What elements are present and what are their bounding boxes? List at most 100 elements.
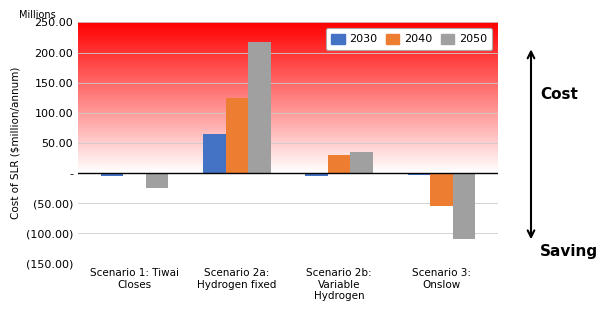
Bar <box>78 54 498 55</box>
Bar <box>78 164 498 165</box>
Bar <box>78 102 498 103</box>
Bar <box>78 68 498 69</box>
Bar <box>78 197 498 198</box>
Bar <box>78 151 498 152</box>
Bar <box>78 31 498 32</box>
Bar <box>78 148 498 149</box>
Bar <box>78 23 498 24</box>
Bar <box>78 185 498 186</box>
Bar <box>78 259 498 260</box>
Bar <box>430 173 453 206</box>
Bar <box>78 121 498 122</box>
Bar <box>78 123 498 124</box>
Bar <box>78 246 498 247</box>
Bar <box>78 85 498 86</box>
Bar <box>78 36 498 37</box>
Bar <box>78 161 498 162</box>
Bar <box>78 83 498 84</box>
Bar <box>78 198 498 199</box>
Legend: 2030, 2040, 2050: 2030, 2040, 2050 <box>326 28 493 50</box>
Bar <box>78 70 498 71</box>
Bar <box>78 181 498 182</box>
Bar <box>78 55 498 56</box>
Bar <box>78 149 498 150</box>
Bar <box>78 138 498 139</box>
Bar <box>78 258 498 259</box>
Bar <box>78 170 498 171</box>
Bar <box>78 88 498 89</box>
Bar <box>78 248 498 249</box>
Bar <box>78 82 498 83</box>
Bar <box>78 90 498 91</box>
Bar <box>78 41 498 42</box>
Bar <box>78 159 498 160</box>
Bar <box>78 92 498 93</box>
Bar <box>78 187 498 188</box>
Bar <box>78 76 498 77</box>
Bar <box>78 43 498 44</box>
Bar <box>78 78 498 79</box>
Bar <box>78 116 498 117</box>
Bar <box>78 226 498 227</box>
Bar <box>78 189 498 190</box>
Bar <box>78 100 498 101</box>
Bar <box>78 72 498 73</box>
Bar <box>78 217 498 218</box>
Bar <box>78 233 498 234</box>
Bar <box>78 67 498 68</box>
Bar <box>78 22 498 23</box>
Bar <box>78 228 498 229</box>
Bar <box>78 40 498 41</box>
Bar <box>78 128 498 129</box>
Bar <box>78 50 498 51</box>
Bar <box>78 137 498 138</box>
Bar <box>78 66 498 67</box>
Bar <box>78 111 498 112</box>
Bar <box>78 247 498 248</box>
Bar <box>78 108 498 109</box>
Bar <box>78 42 498 43</box>
Bar <box>78 225 498 226</box>
Bar <box>78 93 498 94</box>
Bar <box>78 52 498 53</box>
Bar <box>203 134 226 173</box>
Bar <box>78 112 498 113</box>
Bar <box>78 262 498 263</box>
Bar <box>78 184 498 185</box>
Bar <box>78 79 498 80</box>
Bar <box>226 98 248 173</box>
Bar <box>78 61 498 62</box>
Bar <box>328 155 350 173</box>
Bar <box>78 194 498 195</box>
Bar <box>78 239 498 240</box>
Bar <box>78 57 498 58</box>
Bar <box>78 56 498 57</box>
Bar <box>78 97 498 98</box>
Bar <box>78 253 498 254</box>
Bar <box>78 45 498 46</box>
Bar <box>78 160 498 161</box>
Bar <box>78 204 498 205</box>
Bar <box>78 167 498 168</box>
Bar <box>146 173 168 188</box>
Bar <box>78 212 498 213</box>
Bar <box>78 205 498 206</box>
Bar <box>78 245 498 246</box>
Bar <box>78 49 498 50</box>
Bar <box>78 214 498 215</box>
Bar <box>78 32 498 33</box>
Bar <box>78 193 498 194</box>
Y-axis label: Cost of SLR ($million/annum): Cost of SLR ($million/annum) <box>10 67 20 219</box>
Bar <box>305 173 328 176</box>
Bar <box>78 241 498 242</box>
Bar <box>78 179 498 180</box>
Bar <box>78 186 498 187</box>
Bar <box>78 87 498 88</box>
Bar <box>78 236 498 237</box>
Bar <box>78 127 498 128</box>
Bar <box>78 75 498 76</box>
Bar <box>78 81 498 82</box>
Bar <box>78 103 498 104</box>
Bar <box>78 115 498 116</box>
Bar <box>78 48 498 49</box>
